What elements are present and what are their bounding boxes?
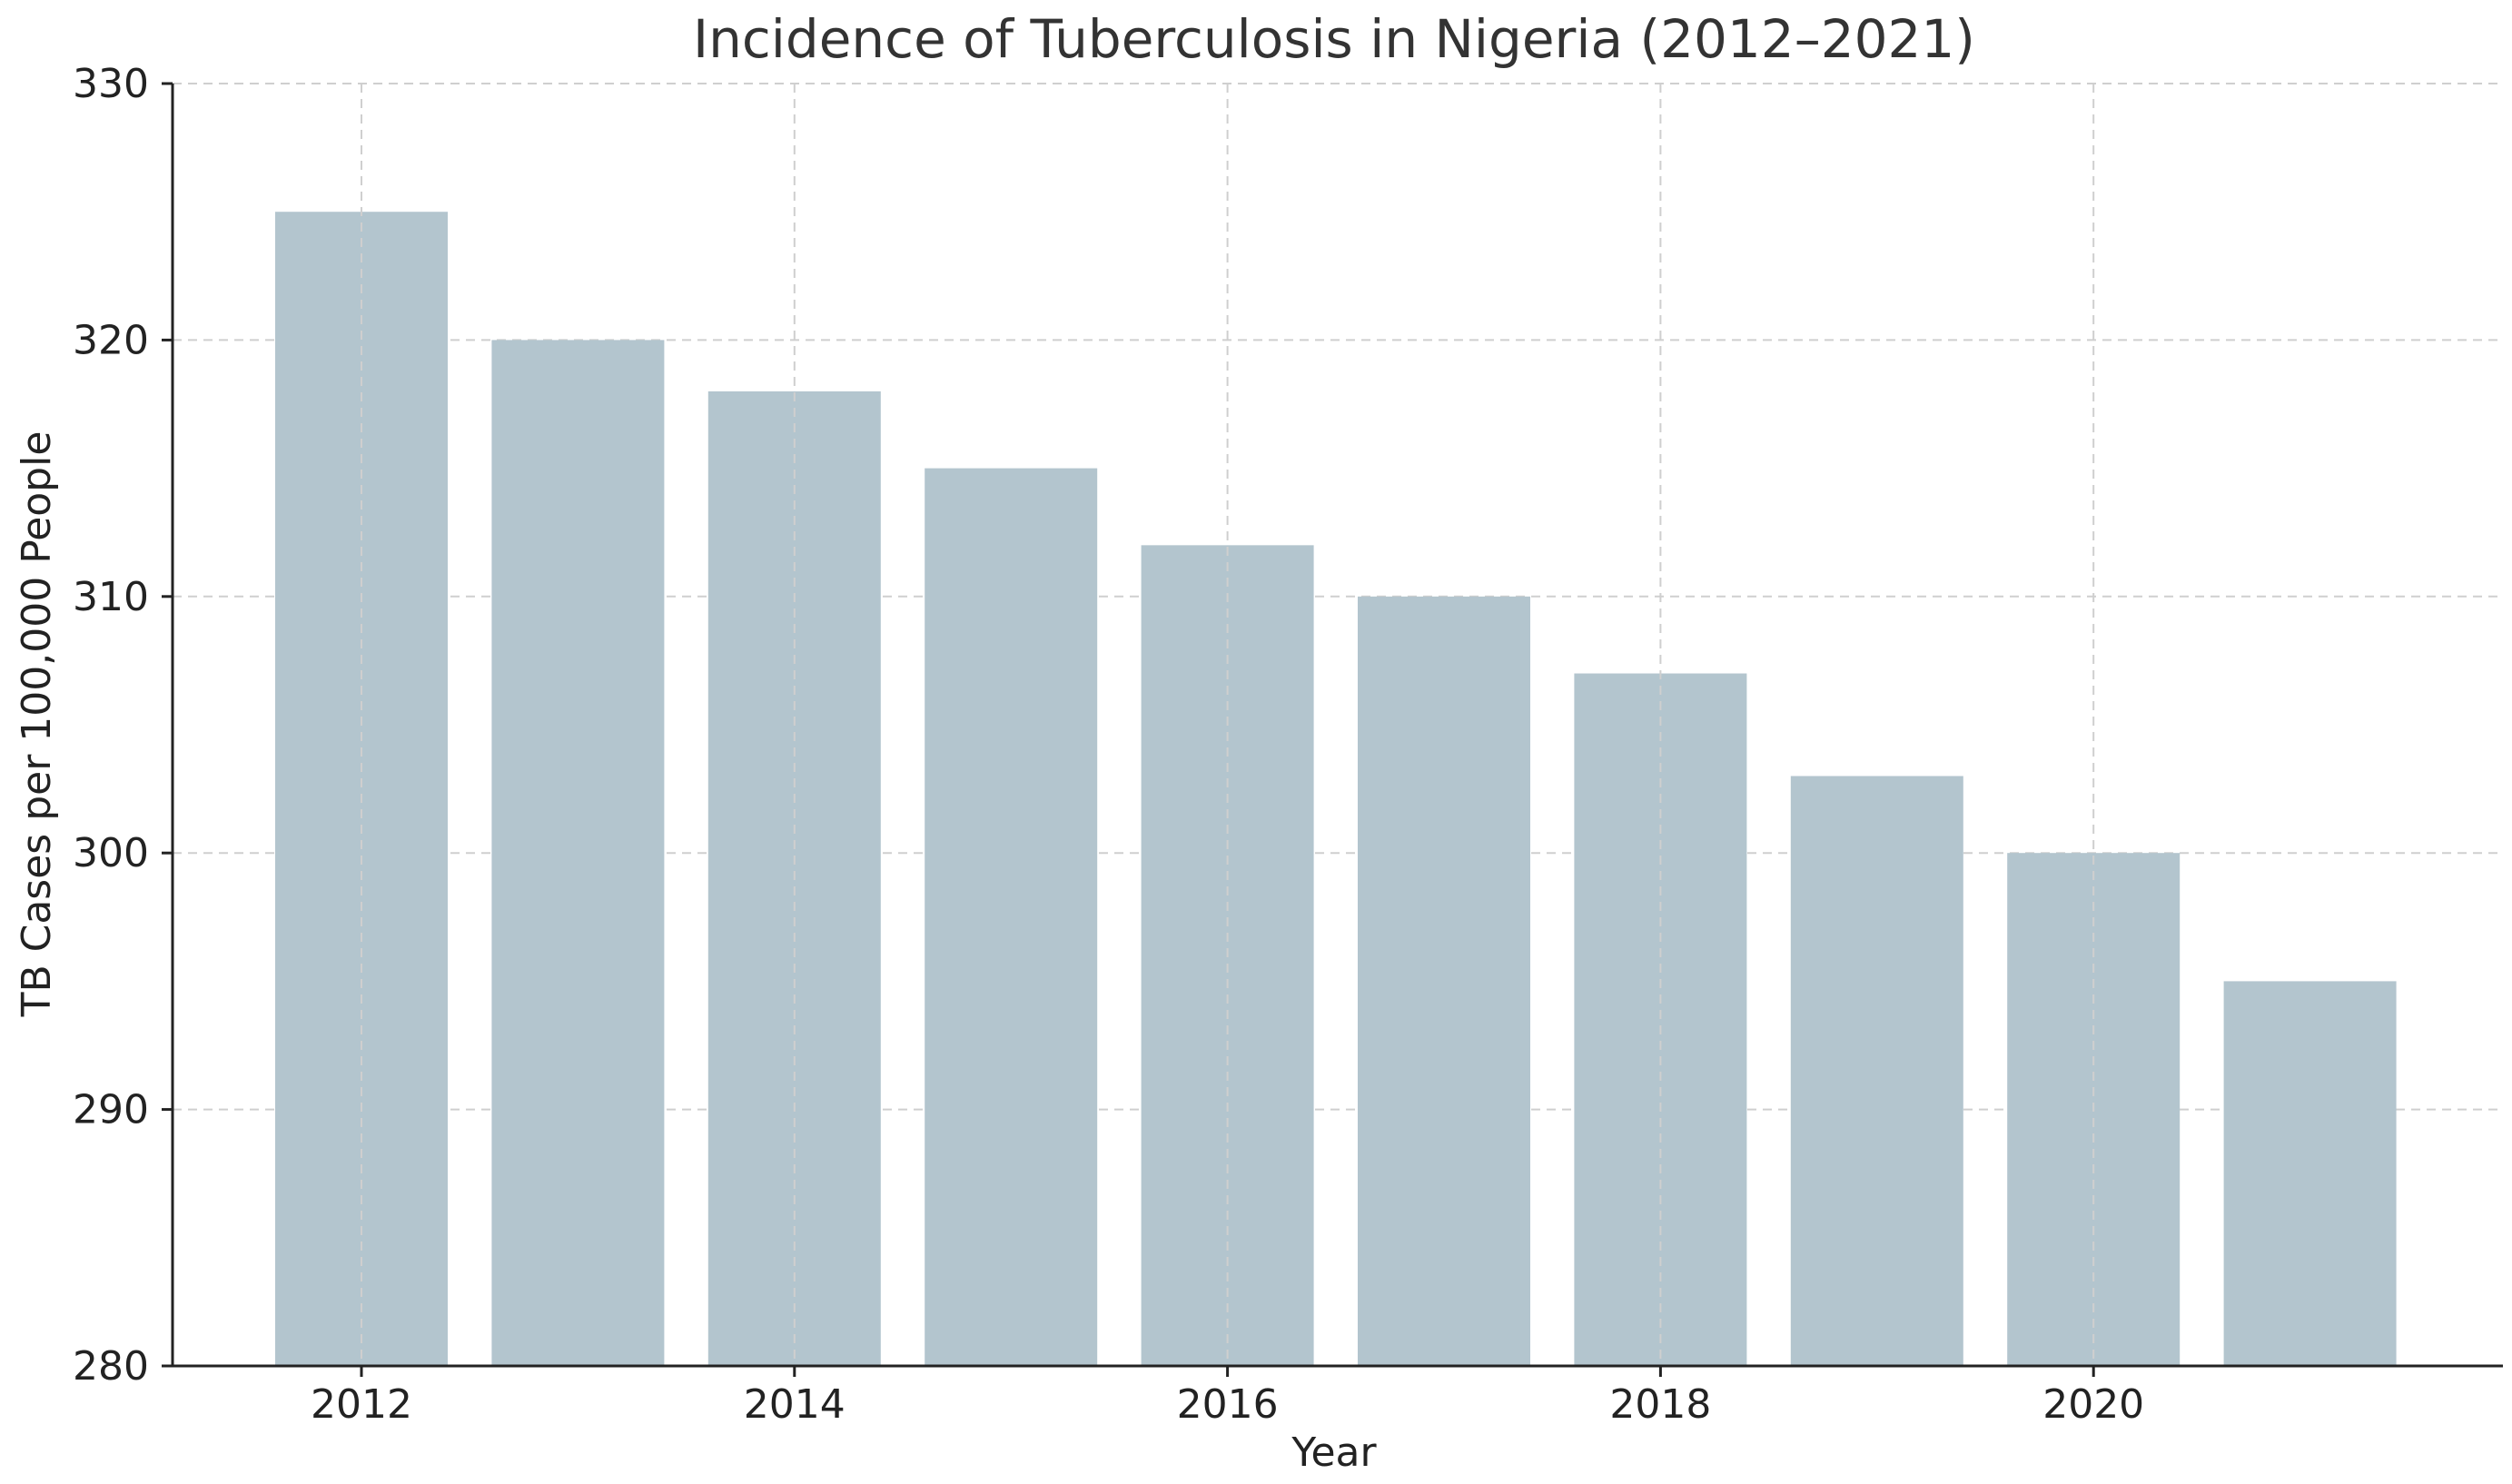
x-tick-label: 2018 bbox=[1609, 1381, 1711, 1428]
chart-title: Incidence of Tuberculosis in Nigeria (20… bbox=[693, 8, 1975, 70]
bar-2012 bbox=[275, 212, 448, 1367]
y-axis-title: TB Cases per 100,000 People bbox=[14, 431, 60, 1018]
axes bbox=[171, 84, 2503, 1368]
x-axis-title: Year bbox=[1291, 1430, 1377, 1476]
x-tick-label: 2014 bbox=[744, 1381, 846, 1428]
y-tick-label: 320 bbox=[73, 317, 149, 363]
bar-2013 bbox=[491, 340, 665, 1366]
y-ticks: 280 290 300 310 320 330 bbox=[73, 61, 173, 1390]
bar-2019 bbox=[1790, 776, 1963, 1366]
x-tick-label: 2012 bbox=[311, 1381, 412, 1428]
x-tick-label: 2016 bbox=[1177, 1381, 1279, 1428]
bar-2021 bbox=[2223, 981, 2397, 1366]
y-tick-label: 330 bbox=[73, 61, 149, 107]
bar-2015 bbox=[925, 468, 1098, 1366]
vertical-grid-lines bbox=[361, 84, 2095, 1366]
x-tick-label: 2020 bbox=[2042, 1381, 2144, 1428]
y-tick-label: 290 bbox=[73, 1087, 149, 1133]
y-tick-label: 300 bbox=[73, 830, 149, 876]
x-ticks: 2012 2014 2016 2018 2020 bbox=[311, 1366, 2144, 1428]
bars bbox=[275, 212, 2397, 1367]
bar-2017 bbox=[1358, 596, 1530, 1366]
y-tick-label: 280 bbox=[73, 1343, 149, 1390]
y-tick-label: 310 bbox=[73, 574, 149, 620]
